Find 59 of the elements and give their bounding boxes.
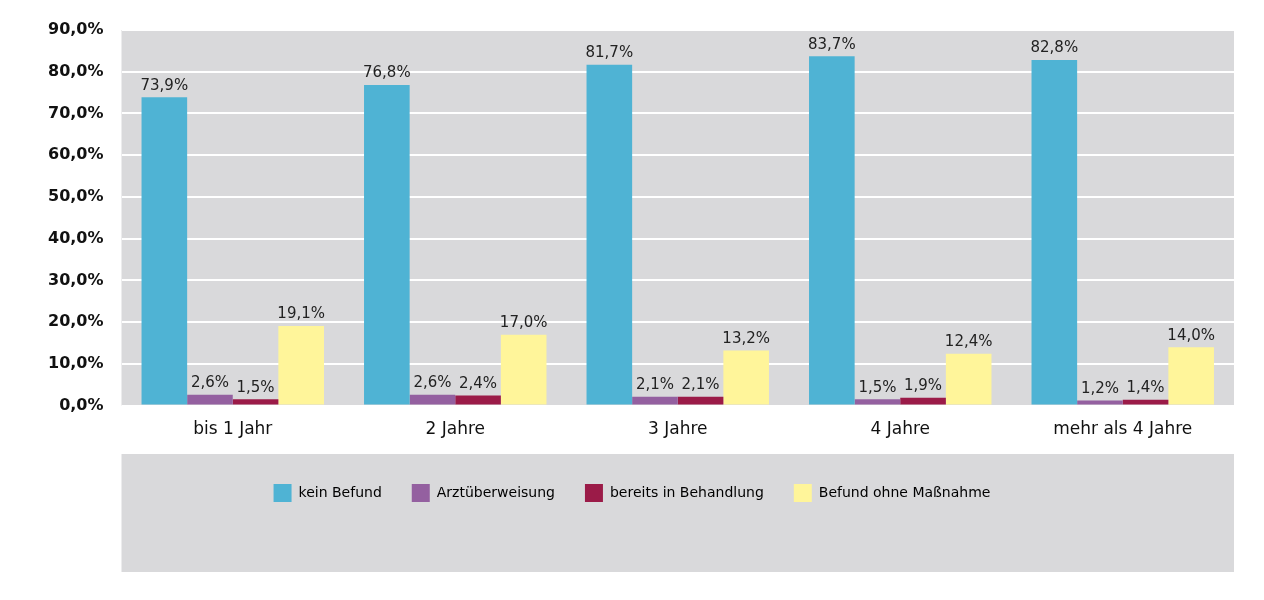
bar — [1031, 60, 1078, 405]
data-label: 2,1% — [635, 375, 674, 394]
y-tick-label: 50,0% — [47, 186, 104, 206]
data-label: 81,7% — [585, 43, 634, 62]
bar — [1077, 400, 1123, 405]
data-label: 12,4% — [944, 332, 993, 351]
bar — [1168, 347, 1214, 405]
x-tick-label: mehr als 4 Jahre — [1053, 418, 1193, 439]
data-label: 1,5% — [858, 377, 897, 396]
legend-label: Arztüberweisung — [436, 483, 555, 500]
data-label: 1,4% — [1126, 378, 1165, 397]
y-tick-label: 30,0% — [47, 269, 104, 289]
data-label: 1,5% — [236, 377, 275, 396]
bar — [632, 396, 678, 405]
bar — [232, 399, 279, 405]
bar — [586, 64, 633, 405]
y-tick-label: 80,0% — [47, 60, 104, 80]
x-tick-label: 3 Jahre — [648, 418, 708, 439]
bar — [409, 394, 456, 405]
x-tick-label: 4 Jahre — [870, 418, 930, 439]
bar — [364, 85, 410, 405]
bar — [141, 97, 188, 405]
data-label: 1,2% — [1080, 378, 1119, 397]
data-label: 17,0% — [499, 313, 548, 332]
data-label: 2,4% — [459, 373, 498, 392]
data-label: 83,7% — [808, 34, 856, 53]
data-label: 73,9% — [140, 75, 189, 94]
y-tick-label: 70,0% — [47, 102, 104, 122]
bar — [1122, 399, 1169, 405]
data-label: 82,8% — [1030, 38, 1079, 57]
bar — [723, 350, 769, 405]
bar — [187, 394, 233, 405]
bar — [809, 56, 855, 405]
legend-label: kein Befund — [298, 483, 382, 500]
data-label: 2,6% — [413, 373, 452, 392]
bar — [278, 325, 324, 405]
bar — [945, 353, 992, 405]
y-tick-label: 40,0% — [47, 227, 104, 247]
data-label: 19,1% — [277, 304, 325, 323]
bar — [500, 334, 547, 405]
data-label: 76,8% — [363, 63, 411, 82]
data-label: 13,2% — [722, 328, 770, 347]
y-tick-label: 0,0% — [59, 394, 104, 414]
y-tick-label: 10,0% — [47, 353, 104, 373]
bar — [854, 399, 901, 405]
bar — [900, 397, 946, 405]
bar — [677, 396, 724, 405]
bar — [455, 395, 501, 405]
x-tick-label: 2 Jahre — [425, 418, 486, 439]
legend-label: bereits in Behandlung — [609, 483, 764, 500]
data-label: 2,6% — [190, 373, 230, 392]
x-tick-label: bis 1 Jahr — [193, 418, 273, 439]
y-tick-label: 90,0% — [47, 19, 104, 39]
data-label: 2,1% — [681, 375, 720, 394]
y-tick-label: 20,0% — [47, 311, 104, 331]
data-label: 14,0% — [1167, 325, 1215, 344]
y-tick-label: 60,0% — [47, 144, 104, 164]
legend-label: Befund ohne Maßnahme — [818, 483, 991, 500]
data-label: 1,9% — [904, 376, 943, 395]
